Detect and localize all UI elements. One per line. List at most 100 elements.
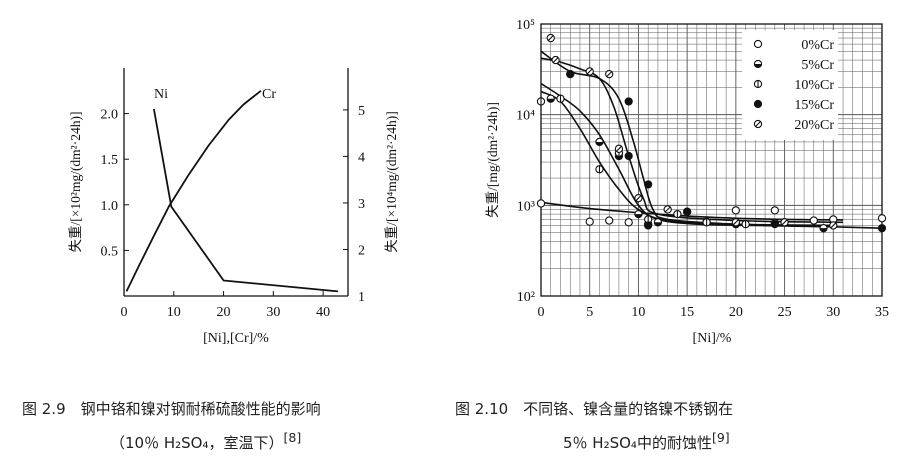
point-5pct-cr <box>634 209 643 219</box>
point-20pct-cr <box>780 218 789 227</box>
x-tick-label-2-9: 20 <box>217 305 231 320</box>
y-left-tick-label-2-9: 1.5 <box>101 153 119 168</box>
series-lines-2-9 <box>125 90 339 293</box>
y-tick-label-2-10: 10³ <box>517 199 535 214</box>
point-15pct-cr <box>624 97 633 106</box>
point-0pct-cr-ring <box>585 217 594 226</box>
point-15pct-cr-dot <box>566 70 575 79</box>
point-20pct-cr <box>829 221 838 230</box>
series-label-cr: Cr <box>262 87 276 102</box>
caption-line2-2-9: （10％ H₂SO₄，室温下） <box>110 434 284 452</box>
point-20pct-cr <box>663 205 672 214</box>
point-0pct-cr-ring <box>536 199 546 208</box>
y-right-tick-label-2-9: 5 <box>358 104 365 119</box>
point-0pct-cr <box>605 216 614 225</box>
legend-label-10pct-cr: 10%Cr <box>794 78 834 93</box>
y-tick-label-2-10: 10² <box>517 290 535 305</box>
point-20pct-cr <box>546 33 555 43</box>
y-right-tick-label-2-9: 3 <box>358 197 365 212</box>
chart-2-10: 0 5 10 15 20 25 30 35 10² 10³ 10⁴ 10⁵ 0%Cr 5%Cr 10%C… <box>485 18 889 346</box>
caption-ref-2-9: [8] <box>283 430 302 445</box>
point-5pct-cr <box>595 137 604 147</box>
point-15pct-cr-dot <box>683 207 692 216</box>
ylabel-right-2-9: 失重/[×10⁴mg/(dm²·24h)] <box>384 111 399 253</box>
caption-2-9-line2: （10％ H₂SO₄，室温下）[8] <box>110 430 301 453</box>
y-left-tick-label-2-9: 2.0 <box>101 108 119 123</box>
point-15pct-cr-dot <box>624 151 633 161</box>
point-0pct-cr-ring <box>809 216 818 225</box>
curve-5pct-cr <box>540 82 834 228</box>
legend-label-15pct-cr: 15%Cr <box>794 98 834 113</box>
x-tick-label-2-10: 5 <box>586 305 593 320</box>
point-5pct-cr <box>546 94 555 103</box>
caption-line2-2-10: 5％ H₂SO₄中的耐蚀性 <box>563 434 712 452</box>
legend-marker-10pct-cr <box>753 79 763 89</box>
x-tick-label-2-10: 0 <box>538 305 545 320</box>
point-0pct-cr <box>877 214 887 223</box>
point-0pct-cr <box>731 206 741 215</box>
legend-marker-20pct-cr <box>753 119 763 129</box>
ylabel-2-10: 失重/[mg/(dm²·24h)] <box>485 102 500 218</box>
caption-text-2-10: 图 2.10 不同铬、镍含量的铬镍不锈钢在 <box>455 400 734 418</box>
point-15pct-cr-dot <box>770 220 779 229</box>
x-tick-label-2-10: 15 <box>680 305 694 320</box>
point-20pct-cr-slash <box>616 145 622 152</box>
xlabel-2-10: [Ni]/% <box>693 331 732 346</box>
y-right-tick-label-2-9: 4 <box>358 150 365 165</box>
point-20pct-cr <box>585 67 594 76</box>
point-5pct-cr <box>819 224 828 233</box>
legend-marker-15pct-cr <box>753 99 763 109</box>
x-tick-label-2-9: 30 <box>266 305 280 320</box>
legend-label-0pct-cr: 0%Cr <box>801 38 834 53</box>
x-tick-label-2-10: 25 <box>778 305 792 320</box>
y-left-tick-label-2-9: 1.0 <box>101 199 119 214</box>
point-15pct-cr <box>566 70 575 79</box>
point-15pct-cr <box>644 180 653 189</box>
legend-marker-5pct-cr <box>753 59 763 69</box>
caption-2-9: 图 2.9 钢中铬和镍对钢耐稀硫酸性能的影响 <box>22 398 321 419</box>
point-0pct-cr <box>809 216 818 225</box>
caption-text-2-9: 图 2.9 钢中铬和镍对钢耐稀硫酸性能的影响 <box>22 400 321 418</box>
point-10pct-cr <box>536 97 546 106</box>
legend-2-10: 0%Cr 5%Cr 10%Cr 15%Cr 20%Cr <box>753 38 834 133</box>
point-5pct-cr-half <box>634 214 643 218</box>
xlabel-2-9: [Ni],[Cr]/% <box>203 331 269 346</box>
y-right-tick-labels-2-9: 1 2 3 4 5 <box>343 104 365 305</box>
caption-ref-2-10: [9] <box>711 430 730 445</box>
x-tick-label-2-10: 35 <box>875 305 889 320</box>
point-15pct-cr-dot <box>644 180 653 189</box>
legend-marker-5pct-cr-half <box>754 64 762 68</box>
series-label-ni: Ni <box>154 87 168 102</box>
y-right-tick-label-2-9: 1 <box>358 290 365 305</box>
point-10pct-cr <box>556 94 565 103</box>
legend-marker-20pct-cr-slash <box>755 121 761 127</box>
point-20pct-cr-slash <box>635 195 642 202</box>
y-left-tick-labels-2-9: 0.5 1.0 1.5 2.0 <box>101 108 129 259</box>
point-15pct-cr <box>624 151 633 161</box>
point-20pct-cr <box>614 144 624 153</box>
point-0pct-cr <box>585 217 594 226</box>
point-5pct-cr <box>653 218 663 227</box>
point-20pct-cr-slash <box>781 219 788 226</box>
point-10pct-cr <box>702 218 711 227</box>
legend-marker-0pct-cr-ring <box>753 39 763 49</box>
point-10pct-cr <box>595 165 604 174</box>
point-20pct-cr-slash <box>552 57 559 63</box>
point-20pct-cr <box>731 218 741 227</box>
y-right-tick-label-2-9: 2 <box>358 243 365 258</box>
y-left-tick-label-2-9: 0.5 <box>101 244 119 259</box>
point-10pct-cr <box>673 209 682 219</box>
x-tick-labels-2-9: 0 10 20 30 40 <box>121 291 330 320</box>
caption-2-10-line2: 5％ H₂SO₄中的耐蚀性[9] <box>563 430 730 453</box>
x-tick-label-2-10: 30 <box>826 305 840 320</box>
point-5pct-cr-half <box>595 141 604 146</box>
curve-20pct-cr <box>540 57 844 224</box>
x-tick-label-2-9: 10 <box>167 305 181 320</box>
point-5pct-cr-half <box>615 156 623 160</box>
plot-frame-2-10 <box>540 23 883 297</box>
point-20pct-cr-slash <box>732 219 739 226</box>
point-20pct-cr <box>634 194 643 203</box>
series-line-cr <box>125 90 262 292</box>
point-0pct-cr-ring <box>605 216 614 225</box>
legend-label-5pct-cr: 5%Cr <box>801 58 834 73</box>
